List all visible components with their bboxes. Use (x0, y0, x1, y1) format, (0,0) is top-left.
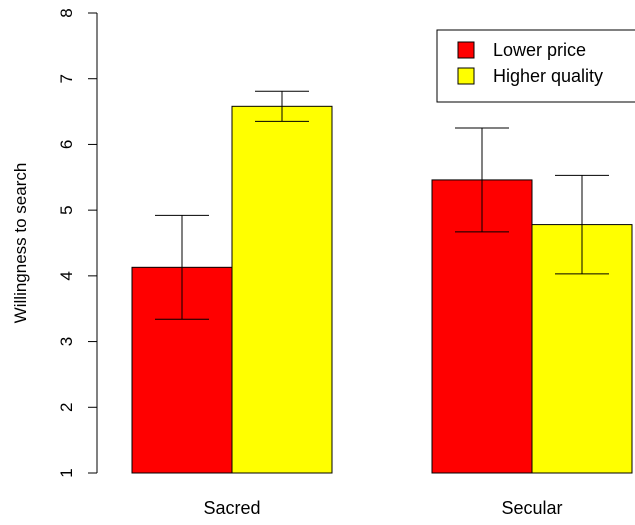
y-axis-label: Willingness to search (11, 163, 30, 324)
y-axis: 1 2 3 4 5 6 7 8 (57, 8, 98, 478)
bar (231, 105, 333, 474)
y-tick-label: 3 (57, 337, 76, 346)
y-tick-label: 5 (57, 205, 76, 214)
y-tick-label: 6 (57, 140, 76, 149)
x-tick-label: Sacred (203, 498, 260, 518)
legend: Lower price Higher quality (436, 29, 635, 103)
legend-box (436, 29, 635, 103)
legend-label: Lower price (493, 40, 586, 60)
y-tick-label: 7 (57, 74, 76, 83)
y-tick-label: 1 (57, 468, 76, 477)
legend-swatch (457, 41, 475, 59)
legend-swatch (457, 67, 475, 85)
y-tick-label: 2 (57, 403, 76, 412)
y-tick-label: 4 (57, 271, 76, 280)
x-tick-label: Secular (501, 498, 562, 518)
x-tick-labels: Sacred Secular (203, 498, 562, 518)
y-tick-label: 8 (57, 8, 76, 17)
error-bars (155, 90, 609, 320)
bars (131, 105, 633, 474)
legend-label: Higher quality (493, 66, 603, 86)
